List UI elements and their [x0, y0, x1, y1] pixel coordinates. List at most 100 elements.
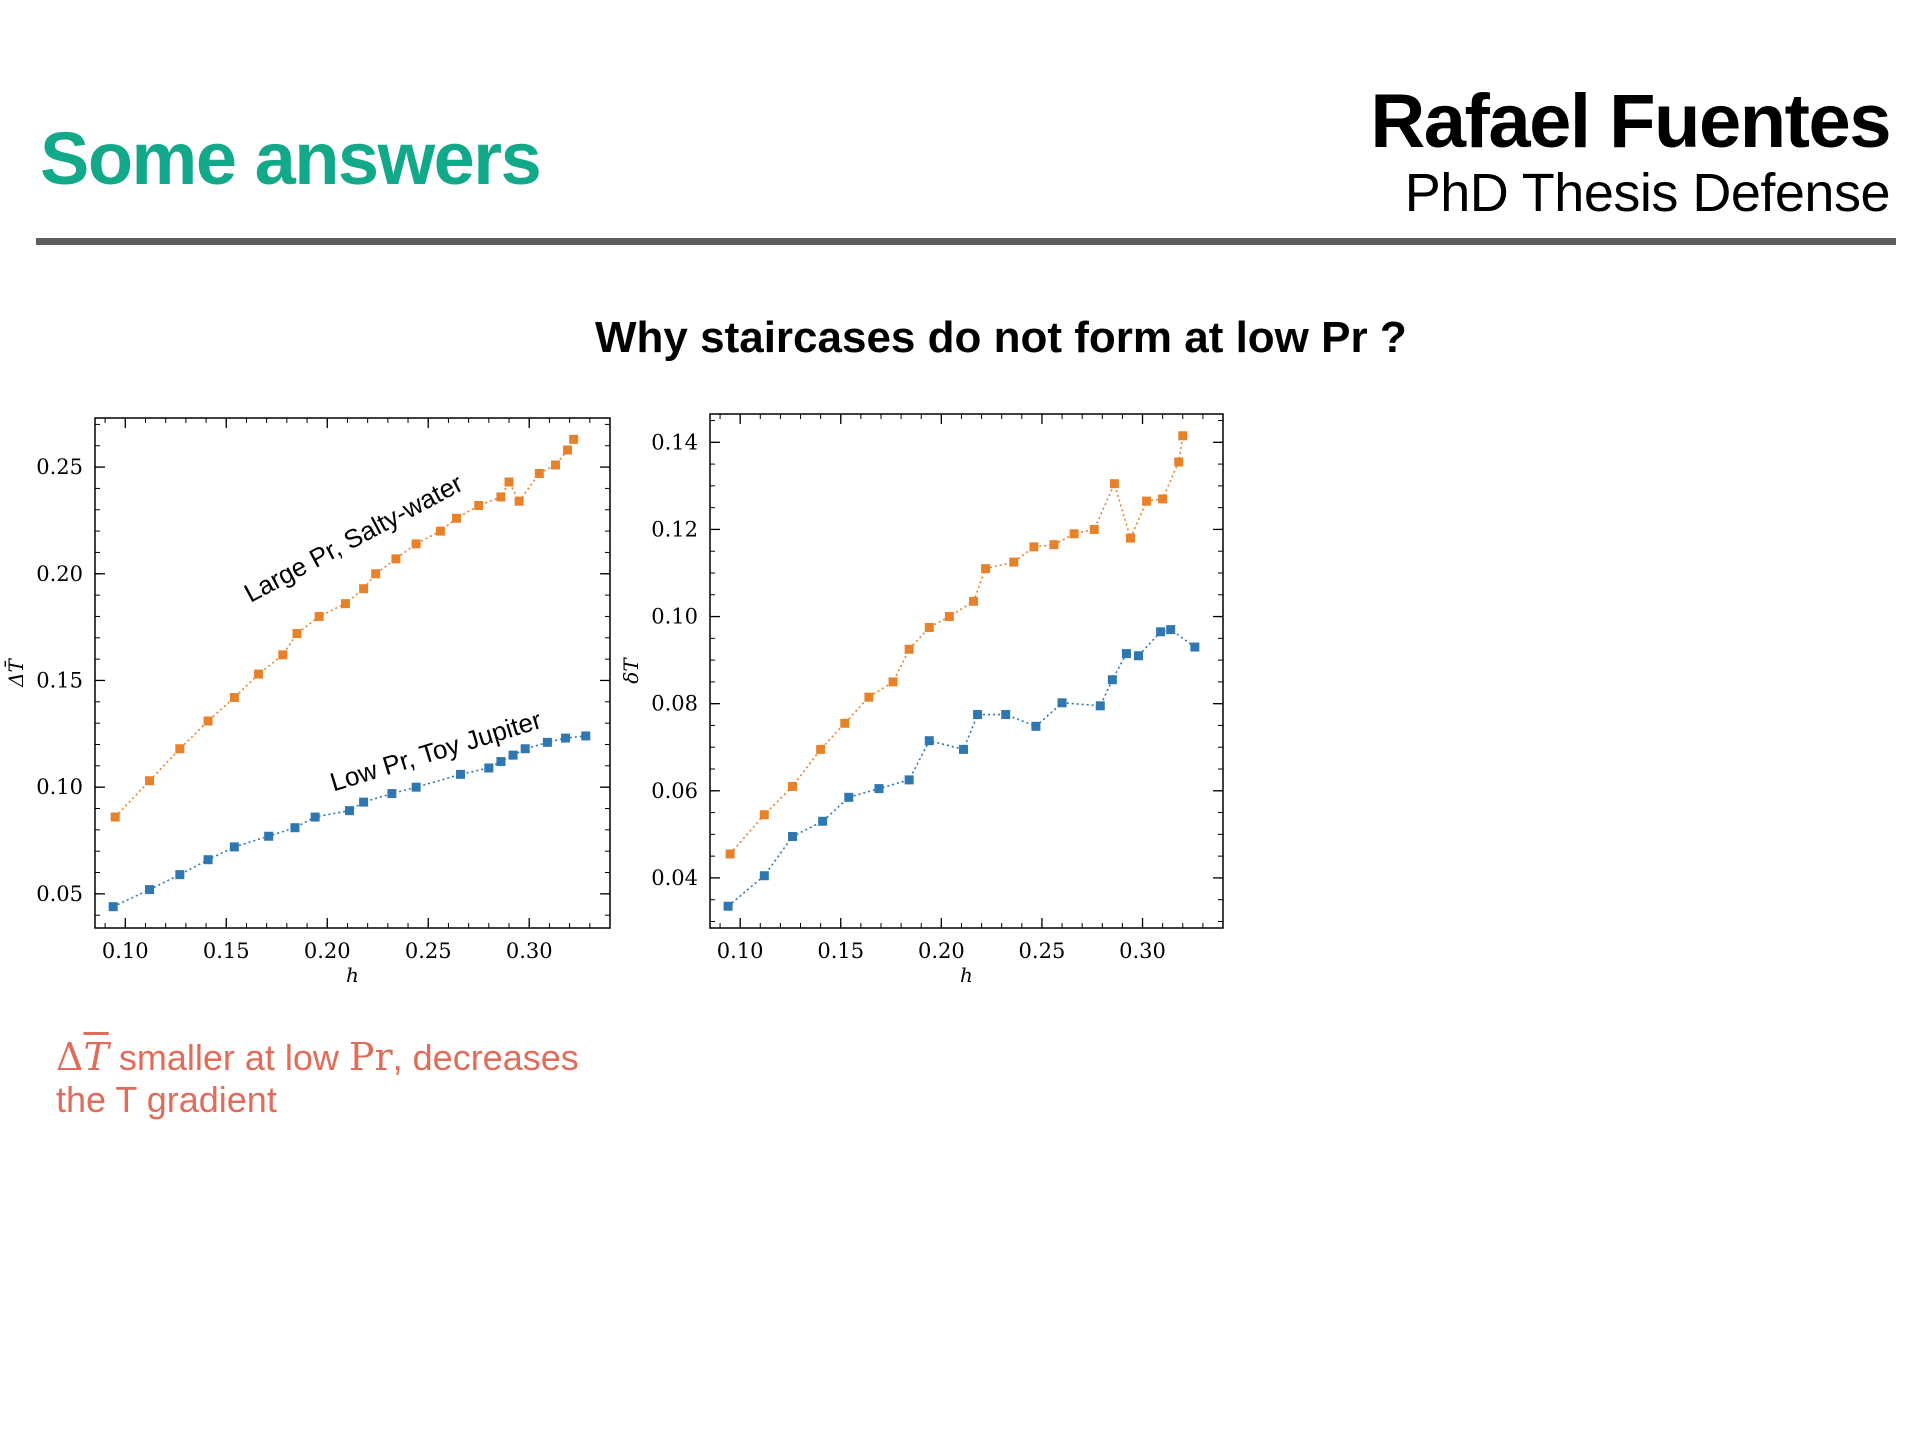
presentation-subtitle: PhD Thesis Defense [1404, 163, 1891, 223]
data-point [229, 693, 239, 703]
note-line2: the T gradient [56, 1079, 277, 1120]
data-point [1049, 540, 1059, 550]
data-point [924, 622, 934, 632]
data-point [944, 612, 954, 622]
data-point [1001, 710, 1011, 720]
author-block: Rafael Fuentes PhD Thesis Defense [1370, 84, 1891, 223]
data-point [787, 781, 797, 791]
data-point [581, 731, 591, 741]
data-point [435, 526, 445, 536]
x-tick-label: 0.10 [717, 939, 764, 963]
slide-question: Why staircases do not form at low Pr ? [595, 313, 1407, 362]
delta-t-chart: 0.10 0.15 0.20 0.25 0.30 0.05 0.10 0.15 0.20 0.25… [3, 417, 611, 987]
y-tick-label: 0.10 [651, 605, 698, 629]
data-point [816, 744, 826, 754]
y-tick-label: 0.14 [651, 430, 698, 454]
data-point [787, 832, 797, 842]
data-point [818, 816, 828, 826]
data-point [411, 782, 421, 792]
data-point [496, 492, 506, 502]
data-point [452, 513, 462, 523]
data-point [474, 500, 484, 510]
data-point [359, 797, 369, 807]
data-point [1190, 642, 1200, 652]
series-annotation-0: Large Pr, Salty-water [239, 468, 468, 609]
data-point [514, 496, 524, 506]
delta-t-width-chart: 0.10 0.15 0.20 0.25 0.30 0.04 0.06 0.08 0.10 0.12… [619, 413, 1224, 987]
data-point [1057, 698, 1067, 708]
data-point [340, 599, 350, 609]
data-point [874, 784, 884, 794]
data-point [888, 677, 898, 687]
data-point [1125, 533, 1135, 543]
x-tick-label: 0.10 [102, 939, 149, 963]
data-point [254, 669, 264, 679]
y-tick-label: 0.15 [36, 668, 83, 692]
data-point [310, 812, 320, 822]
data-point [542, 737, 552, 747]
conclusion-note: ΔT smaller at low Pr, decreases the T gr… [56, 1036, 579, 1121]
data-point [569, 434, 579, 444]
x-tick-label: 0.20 [918, 939, 965, 963]
data-point [723, 901, 733, 911]
x-tick-label: 0.30 [1119, 939, 1166, 963]
data-point [264, 831, 274, 841]
data-point [504, 477, 514, 487]
note-pr-symbol: Pr [348, 1035, 393, 1079]
data-point [175, 744, 185, 754]
header-divider [36, 238, 1896, 245]
data-point [411, 539, 421, 549]
data-point [110, 812, 120, 822]
data-point [145, 776, 155, 786]
data-point [387, 789, 397, 799]
data-point [981, 564, 991, 574]
x-tick-label: 0.25 [1019, 939, 1066, 963]
data-point [759, 810, 769, 820]
data-point [904, 775, 914, 785]
data-point [175, 870, 185, 880]
data-point [1121, 649, 1131, 659]
y-tick-label: 0.06 [651, 779, 698, 803]
x-tick-label: 0.15 [817, 939, 864, 963]
data-point [1166, 625, 1176, 635]
data-point [292, 629, 302, 639]
data-point [1029, 542, 1039, 552]
note-line1-end: , decreases [392, 1037, 579, 1078]
data-point [561, 733, 571, 743]
x-tick-label: 0.25 [405, 939, 452, 963]
y-tick-label: 0.10 [36, 775, 83, 799]
data-point [456, 769, 466, 779]
data-point [725, 849, 735, 859]
data-point [864, 692, 874, 702]
data-point [534, 468, 544, 478]
data-point [958, 744, 968, 754]
y-tick-label: 0.08 [651, 692, 698, 716]
y-tick-label: 0.05 [36, 882, 83, 906]
data-point [904, 644, 914, 654]
data-point [759, 871, 769, 881]
y-tick-label: 0.20 [36, 562, 83, 586]
data-point [391, 554, 401, 564]
data-point [496, 757, 506, 767]
data-point [344, 806, 354, 816]
x-tick-label: 0.30 [506, 939, 553, 963]
plot-frame [94, 417, 611, 929]
data-point [314, 611, 324, 621]
data-point [229, 842, 239, 852]
note-t-variable: T [83, 1035, 109, 1079]
data-point [973, 710, 983, 720]
data-point [563, 445, 573, 455]
data-point [359, 584, 369, 594]
series-line-1 [727, 628, 1196, 907]
data-point [278, 650, 288, 660]
y-tick-label: 0.12 [651, 517, 698, 541]
y-axis-label: δT [619, 657, 643, 684]
data-point [1142, 496, 1152, 506]
data-point [1156, 627, 1166, 637]
data-point [1134, 651, 1144, 661]
data-point [203, 716, 213, 726]
note-delta-symbol: Δ [56, 1035, 84, 1079]
data-point [145, 885, 155, 895]
series-line-0 [729, 435, 1184, 855]
data-point [1109, 479, 1119, 489]
